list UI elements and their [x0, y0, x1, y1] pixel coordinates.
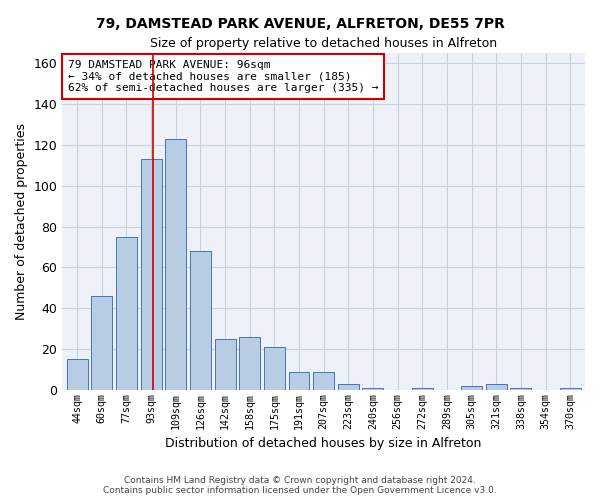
Bar [239, 337, 260, 390]
Text: Contains HM Land Registry data © Crown copyright and database right 2024.
Contai: Contains HM Land Registry data © Crown c… [103, 476, 497, 495]
Bar [91, 296, 112, 390]
Bar [67, 360, 88, 390]
Bar [140, 159, 161, 390]
X-axis label: Distribution of detached houses by size in Alfreton: Distribution of detached houses by size … [166, 437, 482, 450]
Bar [461, 386, 482, 390]
Bar [190, 251, 211, 390]
Bar [338, 384, 359, 390]
Bar [215, 339, 236, 390]
Bar [412, 388, 433, 390]
Text: 79 DAMSTEAD PARK AVENUE: 96sqm
← 34% of detached houses are smaller (185)
62% of: 79 DAMSTEAD PARK AVENUE: 96sqm ← 34% of … [68, 60, 378, 93]
Bar [313, 372, 334, 390]
Bar [486, 384, 507, 390]
Bar [116, 237, 137, 390]
Bar [264, 347, 285, 390]
Text: 79, DAMSTEAD PARK AVENUE, ALFRETON, DE55 7PR: 79, DAMSTEAD PARK AVENUE, ALFRETON, DE55… [95, 18, 505, 32]
Bar [165, 139, 186, 390]
Bar [289, 372, 310, 390]
Bar [560, 388, 581, 390]
Bar [362, 388, 383, 390]
Title: Size of property relative to detached houses in Alfreton: Size of property relative to detached ho… [150, 38, 497, 51]
Y-axis label: Number of detached properties: Number of detached properties [15, 123, 28, 320]
Bar [511, 388, 532, 390]
